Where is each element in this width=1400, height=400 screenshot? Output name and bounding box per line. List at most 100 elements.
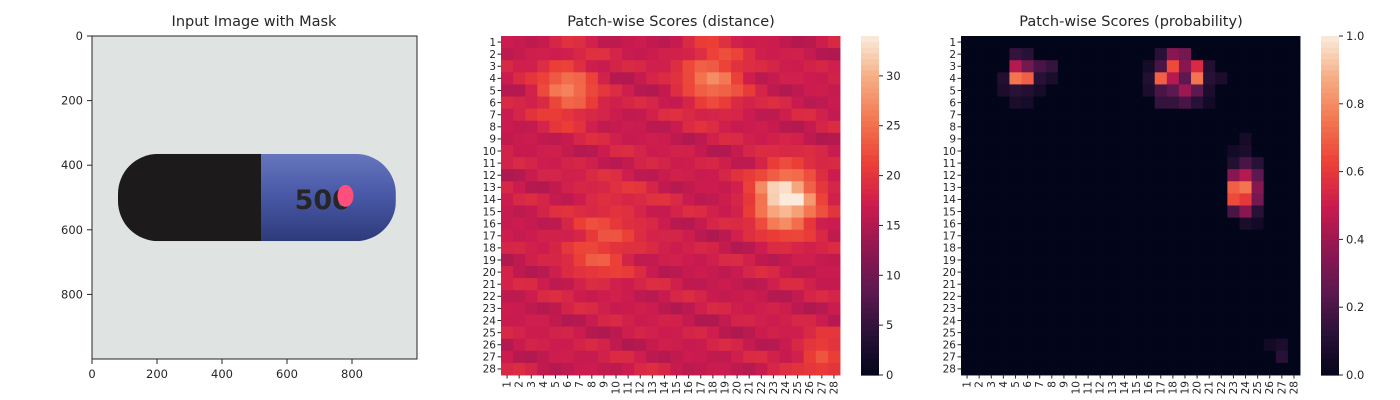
heatmap-cell [513, 326, 526, 340]
heatmap-cell [718, 302, 732, 315]
heatmap-cell [1033, 169, 1047, 182]
heatmap-cell [1191, 60, 1204, 73]
heatmap-cell [997, 314, 1010, 328]
heatmap-cell [718, 72, 732, 85]
heatmap-cell [1009, 181, 1022, 194]
heatmap-cell [815, 229, 829, 243]
row-label: 3 [949, 61, 956, 73]
heatmap-cell [1191, 157, 1204, 170]
heatmap-cell [1106, 181, 1119, 194]
heatmap-cell [1275, 157, 1289, 170]
heatmap-cell [694, 48, 708, 61]
heatmap-cell [561, 120, 575, 134]
heatmap-cell [1275, 169, 1289, 182]
heatmap-cell [1154, 169, 1168, 182]
heatmap-cell [573, 193, 587, 206]
heatmap-cell [561, 241, 575, 255]
heatmap-cell [1275, 60, 1289, 73]
heatmap-cell [803, 326, 817, 340]
heatmap-cell [537, 229, 550, 243]
heatmap-cell [1057, 205, 1071, 219]
heatmap-cell [658, 266, 671, 279]
heatmap-cell [1057, 72, 1071, 85]
heatmap-cell [1191, 338, 1204, 352]
heatmap-cell [597, 144, 611, 158]
heatmap-cell [501, 205, 514, 219]
heatmap-cell [658, 290, 671, 303]
heatmap-cell [1021, 350, 1035, 364]
heatmap-cell [973, 302, 986, 315]
heatmap-cell [609, 84, 623, 97]
heatmap-cell [525, 144, 538, 158]
heatmap-cell [549, 169, 562, 182]
colorbar-segment [1321, 295, 1339, 303]
col-label: 9 [1058, 381, 1070, 388]
heatmap-cell [1130, 350, 1144, 364]
heatmap-cell [961, 205, 974, 219]
heatmap-cell [1009, 132, 1022, 146]
heatmap-cell [609, 132, 623, 146]
heatmap-cell [573, 350, 587, 364]
colorbar-segment [1321, 171, 1339, 178]
heatmap-cell [609, 72, 623, 85]
heatmap-cell [1239, 169, 1253, 182]
col-label: 7 [574, 381, 586, 388]
colorbar-segment [1321, 132, 1339, 139]
heatmap-cell [1275, 36, 1289, 49]
heatmap-cell [1251, 181, 1265, 194]
heatmap-cell [706, 217, 720, 231]
colorbar-segment [1321, 120, 1339, 127]
heatmap-cell [1069, 350, 1083, 364]
heatmap-cell [985, 350, 998, 364]
colorbar-segment [861, 137, 879, 144]
heatmap-cell [585, 326, 599, 340]
heatmap-cell [549, 60, 562, 73]
heatmap-cell [634, 290, 647, 303]
heatmap-cell [622, 217, 635, 231]
heatmap-cell [561, 217, 575, 231]
heatmap-cell [731, 326, 744, 340]
heatmap-cell [1203, 217, 1216, 231]
heatmap-cell [973, 326, 986, 340]
heatmap-cell [827, 144, 841, 158]
heatmap-cell [791, 108, 805, 122]
heatmap-cell [706, 120, 720, 134]
colorbar-segment [861, 307, 879, 314]
heatmap-cell [682, 350, 696, 364]
heatmap-cell [743, 326, 756, 340]
colorbar-segment [861, 228, 879, 235]
colorbar-segment [861, 143, 879, 150]
heatmap-cell [1106, 241, 1119, 255]
heatmap-cell [1021, 96, 1035, 110]
heatmap-cell [1082, 253, 1095, 267]
heatmap-cell [1178, 278, 1192, 291]
heatmap-cell [1082, 169, 1095, 182]
heatmap-cell [1227, 253, 1240, 267]
heatmap-cell [731, 217, 744, 231]
row-label: 8 [489, 122, 496, 134]
heatmap-cell [549, 84, 562, 97]
heatmap-cell [1263, 48, 1277, 61]
heatmap-cell [525, 278, 538, 291]
heatmap-cell [1009, 229, 1022, 243]
heatmap-cell [622, 144, 635, 158]
heatmap-cell [1251, 314, 1265, 328]
y-tick-label: 800 [61, 287, 83, 301]
heatmap-cell [609, 290, 623, 303]
heatmap-cell [622, 36, 635, 49]
heatmap-cell [682, 120, 696, 134]
heatmap-cell [501, 132, 514, 146]
heatmap-cell [1166, 241, 1180, 255]
heatmap-cell [525, 229, 538, 243]
heatmap-cell [1287, 229, 1301, 243]
heatmap-cell [791, 169, 805, 182]
heatmap-cell [658, 278, 671, 291]
heatmap-cell [1057, 241, 1071, 255]
heatmap-cell [1239, 253, 1253, 267]
heatmap-cell [1106, 253, 1119, 267]
heatmap-cell [767, 326, 780, 340]
heatmap-cell [1191, 350, 1204, 364]
colorbar-tick-label: 1.0 [1346, 29, 1364, 43]
heatmap-cell [1251, 266, 1265, 279]
heatmap-cell [634, 350, 647, 364]
